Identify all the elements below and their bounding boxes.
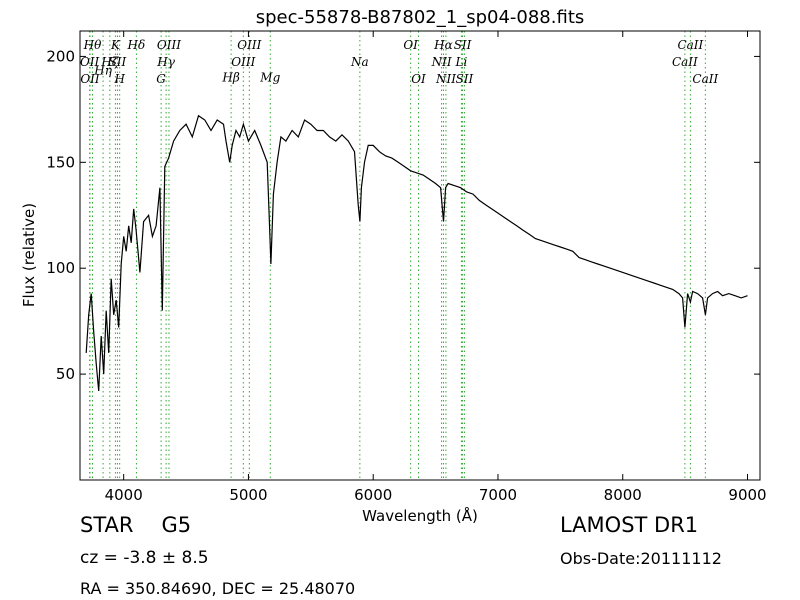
x-tick-label: 6000 (354, 486, 392, 504)
marker-label: SII (456, 72, 474, 86)
marker-label: OI (403, 38, 418, 52)
marker-label: OI (411, 72, 426, 86)
marker-label: OIII (231, 55, 255, 69)
x-tick-label: 8000 (604, 486, 642, 504)
marker-label: K (110, 38, 121, 52)
x-tick-label: 4000 (105, 486, 143, 504)
marker-label: Hα (433, 38, 453, 52)
radec-label: RA = 350.84690, DEC = 25.48070 (80, 579, 356, 598)
marker-label: Hη (93, 64, 112, 78)
subclass-label: G5 (161, 513, 192, 537)
x-tick-label: 7000 (479, 486, 517, 504)
x-axis-title: Wavelength (Å) (362, 506, 478, 525)
x-tick-label: 5000 (229, 486, 267, 504)
redshift-label: cz = -3.8 ± 8.5 (80, 548, 209, 568)
marker-label: G (156, 72, 166, 86)
marker-label: SII (454, 38, 472, 52)
y-tick-label: 50 (56, 365, 75, 383)
marker-label: H (113, 72, 125, 86)
marker-label: Hθ (83, 38, 102, 52)
plot-area (79, 30, 761, 481)
marker-label: Hγ (156, 55, 175, 69)
chart-title: spec-55878-B87802_1_sp04-088.fits (256, 7, 585, 28)
spectrum-line (85, 114, 748, 392)
x-tick-label: 9000 (728, 486, 766, 504)
object-class: STAR G5 (80, 513, 191, 537)
marker-label: Hδ (127, 38, 146, 52)
marker-label: Na (350, 55, 369, 69)
survey-label: LAMOST DR1 (560, 513, 699, 537)
marker-label: NII (431, 55, 452, 69)
marker-label: NII (435, 72, 456, 86)
marker-label: CaII (692, 72, 718, 86)
marker-label: SII (109, 55, 127, 69)
marker-label: Mg (259, 70, 280, 84)
marker-label: OIII (157, 38, 181, 52)
marker-label: OII (80, 55, 100, 69)
obs-date-label: Obs-Date:20111112 (560, 549, 722, 568)
axis-ticks: 4000 5000 6000 7000 8000 9000 50 100 150 200 (46, 31, 767, 504)
marker-label: OIII (237, 38, 261, 52)
y-tick-label: 200 (46, 47, 75, 65)
y-axis-title: Flux (relative) (20, 203, 38, 307)
line-labels: OIIOIIHθHηHζKSIIHHδGHγOIIIHβOIIIOIIIMgNa… (80, 38, 719, 86)
marker-label: CaII (672, 55, 698, 69)
marker-label: CaII (677, 38, 703, 52)
marker-label: Li (455, 55, 468, 69)
class-label: STAR (80, 513, 134, 537)
y-tick-label: 100 (46, 259, 75, 277)
marker-label: OII (80, 72, 100, 86)
y-tick-label: 150 (46, 153, 75, 171)
marker-label: Hζ (100, 55, 119, 69)
marker-label: Hβ (221, 70, 239, 84)
line-markers (89, 31, 706, 480)
